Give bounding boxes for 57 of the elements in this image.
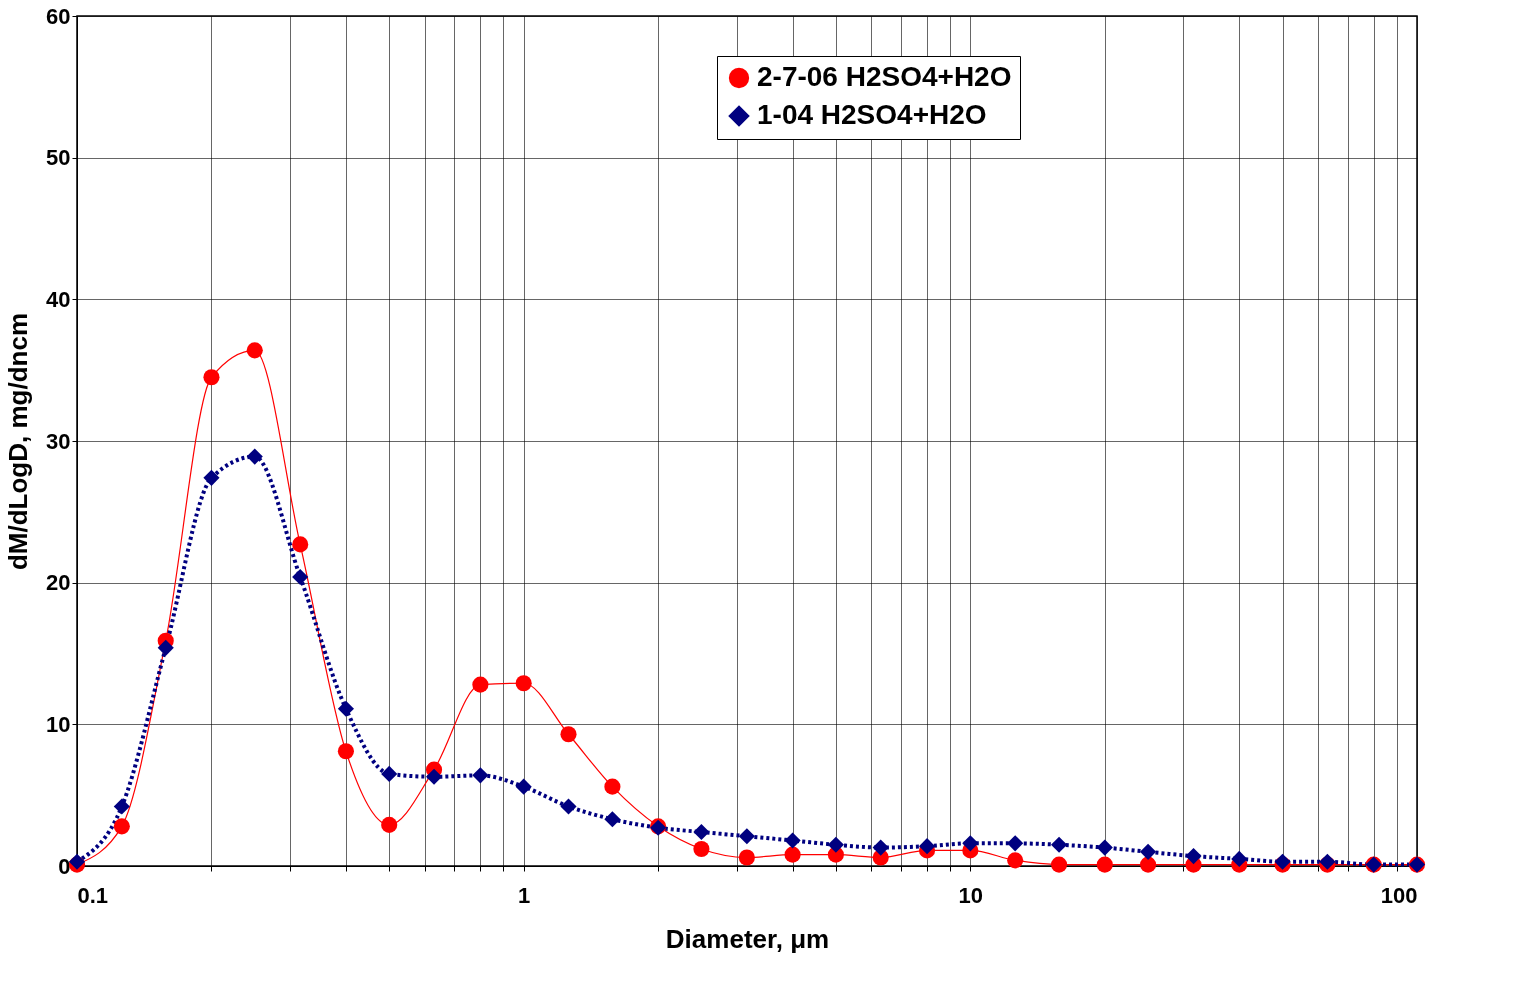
- y-tick-label: 50: [46, 145, 71, 171]
- point: [560, 726, 577, 743]
- point: [425, 768, 443, 785]
- point: [693, 823, 710, 841]
- x-tick-label: 100: [1380, 882, 1418, 908]
- point: [693, 840, 710, 858]
- y-tick-label: 0: [58, 853, 71, 879]
- point: [1007, 852, 1024, 869]
- x-tick-label: 10: [958, 882, 984, 908]
- point: [113, 818, 130, 835]
- point: [246, 342, 263, 359]
- point: [918, 838, 936, 855]
- point: [962, 835, 979, 852]
- point: [1051, 836, 1068, 853]
- y-tick-label: 40: [46, 286, 71, 312]
- point: [738, 828, 755, 845]
- point: [1096, 856, 1113, 873]
- point: [604, 811, 621, 828]
- point: [472, 767, 489, 784]
- point: [203, 469, 220, 486]
- point: [515, 675, 532, 692]
- x-axis-title: Diameter, μm: [665, 923, 830, 954]
- point: [113, 798, 130, 815]
- point: [246, 448, 263, 465]
- point: [784, 832, 801, 849]
- point: [872, 839, 889, 856]
- point: [381, 765, 398, 782]
- y-tick-label: 60: [46, 3, 71, 29]
- point: [1140, 843, 1157, 860]
- y-tick-label: 20: [46, 570, 71, 596]
- point: [157, 639, 174, 656]
- point: [515, 778, 532, 795]
- point: [381, 816, 398, 833]
- point: [560, 798, 577, 815]
- point: [203, 369, 220, 386]
- point: [604, 778, 621, 795]
- x-tick-label: 0.1: [77, 882, 109, 908]
- legend-label: 2-7-06 H2SO4+H2O: [757, 61, 1012, 92]
- point: [827, 836, 844, 853]
- point: [1096, 839, 1113, 856]
- point: [784, 846, 801, 863]
- point: [337, 743, 354, 760]
- point: [472, 676, 489, 693]
- point: [292, 536, 309, 553]
- point: [1007, 835, 1024, 852]
- point: [738, 849, 755, 866]
- point: [1140, 856, 1157, 873]
- point: [337, 700, 354, 717]
- y-tick-label: 30: [46, 428, 71, 454]
- y-tick-label: 10: [46, 711, 71, 737]
- point: [292, 568, 309, 586]
- x-tick-label: 1: [518, 882, 531, 908]
- y-axis-title: dM/dLogD, mg/dncm: [3, 312, 34, 571]
- point: [1185, 848, 1202, 865]
- legend-label: 1-04 H2SO4+H2O: [757, 99, 987, 130]
- point: [1051, 856, 1068, 873]
- point: [1231, 850, 1248, 867]
